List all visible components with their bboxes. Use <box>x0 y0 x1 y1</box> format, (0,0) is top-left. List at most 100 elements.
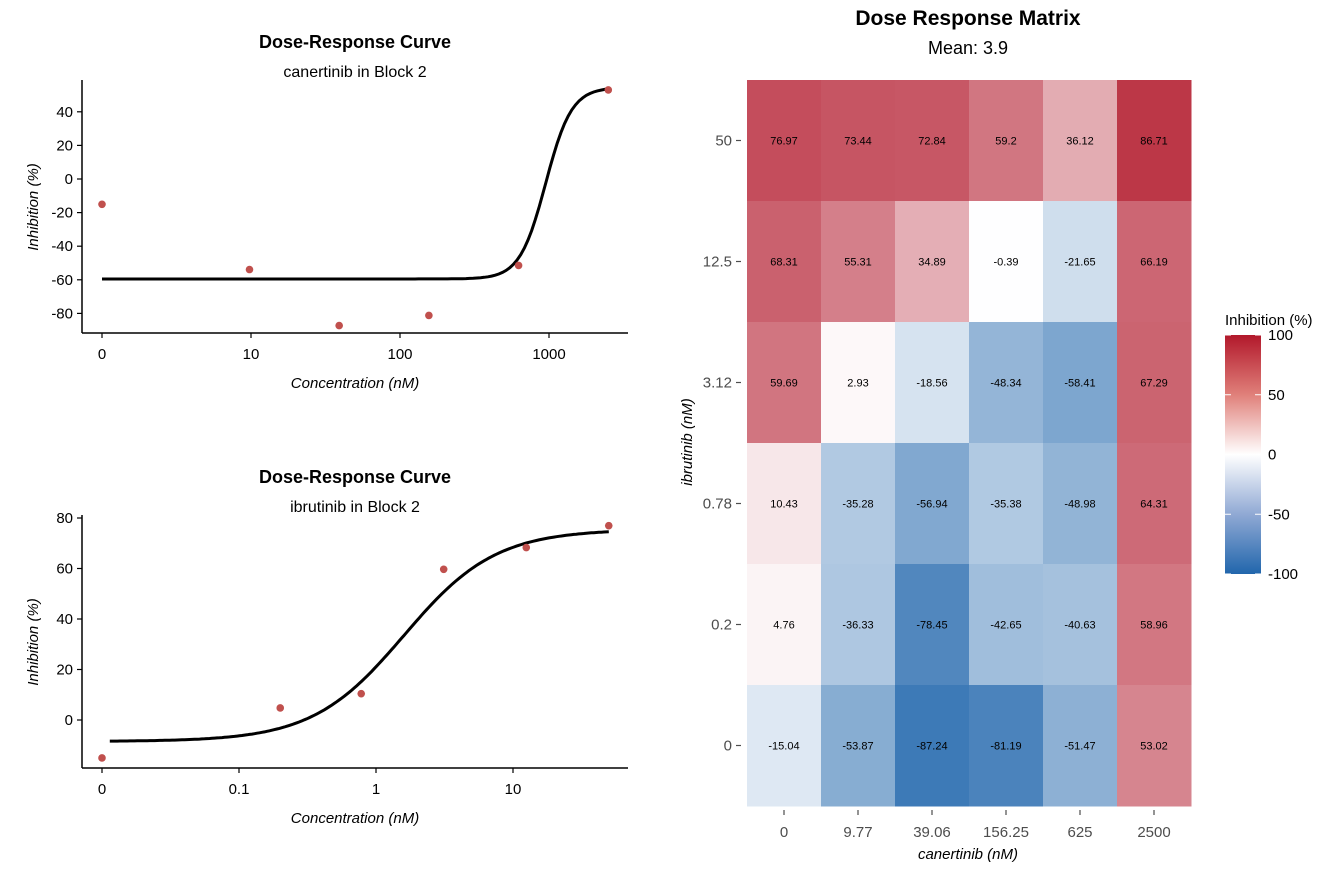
heatmap-cell-label: -51.47 <box>1064 741 1095 753</box>
heatmap-cell <box>821 685 896 807</box>
panel1-data-point <box>604 86 613 94</box>
heatmap-cell <box>747 685 822 807</box>
panel1-y-tick-label: -60 <box>51 272 73 289</box>
heatmap-cell-label: 73.44 <box>844 136 872 148</box>
heatmap-cell-label: -81.19 <box>990 741 1021 753</box>
heatmap-y-tick-label: 12.5 <box>703 254 732 271</box>
heatmap-cell-label: 53.02 <box>1140 741 1168 753</box>
heatmap-cell <box>895 443 970 565</box>
panel2-x-tick-label: 1 <box>372 781 380 798</box>
heatmap-cell <box>1117 201 1192 323</box>
panel1-x-axis-title: Concentration (nM) <box>291 375 419 392</box>
panel2-data-point <box>439 565 448 574</box>
legend-tick-label: 50 <box>1268 387 1285 404</box>
heatmap-cell <box>1043 443 1118 565</box>
heatmap-x-tick-label: 39.06 <box>913 824 951 841</box>
dose-response-matrix: Dose Response Matrix Mean: 3.9 76.97 73.4… <box>679 7 1192 863</box>
heatmap-cell-label: -35.38 <box>990 499 1021 511</box>
heatmap-x-tick-label: 156.25 <box>983 824 1029 841</box>
heatmap-cell-label: -48.98 <box>1064 499 1095 511</box>
heatmap-y-tick-label: 0.2 <box>711 617 732 634</box>
heatmap-cell-label: -78.45 <box>916 620 947 632</box>
heatmap-x-tick-label: 2500 <box>1137 824 1170 841</box>
panel2-y-tick-label: 20 <box>56 662 73 679</box>
dose-response-panel-ibrutinib: Dose-Response Curve ibrutinib in Block 2… <box>25 467 628 827</box>
panel2-x-tick-label: 10 <box>505 781 522 798</box>
heatmap-cell <box>969 80 1044 202</box>
heatmap-cell-label: 34.89 <box>918 257 946 269</box>
heatmap-cell-label: 55.31 <box>844 257 872 269</box>
heatmap-cell <box>821 322 896 444</box>
heatmap-x-tick-label: 9.77 <box>843 824 872 841</box>
heatmap-cell-label: 59.69 <box>770 378 798 390</box>
panel1-data-point <box>98 200 106 209</box>
colorbar-legend: Inhibition (%) 100 50 0 -50 -100 <box>1225 312 1313 583</box>
panel2-x-tick-label: 0 <box>98 781 106 798</box>
heatmap-cell-label: 67.29 <box>1140 378 1168 390</box>
heatmap-cell <box>969 322 1044 444</box>
panel1-y-tick-label: 0 <box>65 171 73 188</box>
heatmap-cell-label: -36.33 <box>842 620 873 632</box>
heatmap-x-tick-label: 0 <box>780 824 788 841</box>
heatmap-cell-label: 10.43 <box>770 499 798 511</box>
panel1-fit-curve <box>102 87 609 281</box>
heatmap-cell <box>969 201 1044 323</box>
panel2-y-tick-label: 40 <box>56 611 73 628</box>
heatmap-y-tick-label: 0 <box>724 738 732 755</box>
heatmap-cell <box>747 443 822 565</box>
panel1-y-axis-title: Inhibition (%) <box>25 163 42 251</box>
panel2-x-axis-title: Concentration (nM) <box>291 810 419 827</box>
heatmap-cell-label: -0.39 <box>993 257 1018 269</box>
panel1-data-point <box>514 261 523 270</box>
heatmap-title: Dose Response Matrix <box>855 7 1081 30</box>
heatmap-cell <box>1043 80 1118 202</box>
heatmap-cell <box>821 80 896 202</box>
panel2-data-point <box>604 521 613 530</box>
heatmap-cell-label: 59.2 <box>995 136 1016 148</box>
panel2-title: Dose-Response Curve <box>259 467 451 487</box>
panel2-data-point <box>522 543 531 552</box>
heatmap-cell-label: 58.96 <box>1140 620 1168 632</box>
heatmap-cell <box>821 201 896 323</box>
heatmap-cell <box>1117 443 1192 565</box>
panel2-y-tick-label: 0 <box>65 712 73 729</box>
heatmap-cell-label: 2.93 <box>847 378 868 390</box>
heatmap-cell-label: 76.97 <box>770 136 798 148</box>
panel1-data-point <box>245 265 254 274</box>
panel1-y-tick-label: -20 <box>51 205 73 222</box>
panel1-x-tick-label: 10 <box>243 346 260 363</box>
heatmap-cell-label: -42.65 <box>990 620 1021 632</box>
panel2-data-point <box>276 704 285 712</box>
heatmap-cell <box>747 564 822 686</box>
panel2-data-point <box>98 754 106 762</box>
heatmap-cell <box>1043 685 1118 807</box>
panel1-subtitle: canertinib in Block 2 <box>283 64 426 81</box>
panel1-x-tick-label: 0 <box>98 346 106 363</box>
panel2-subtitle: ibrutinib in Block 2 <box>290 499 420 516</box>
heatmap-cell-label: -40.63 <box>1064 620 1095 632</box>
panel2-x-tick-label: 0.1 <box>229 781 250 798</box>
legend-title: Inhibition (%) <box>1225 312 1313 329</box>
panel1-x-tick-label: 100 <box>387 346 412 363</box>
heatmap-y-tick-label: 50 <box>715 133 732 150</box>
panel1-y-tick-label: -40 <box>51 238 73 255</box>
heatmap-cell-label: -48.34 <box>990 378 1021 390</box>
heatmap-cell-label: 68.31 <box>770 257 798 269</box>
heatmap-cell <box>969 443 1044 565</box>
panel1-y-tick-label: 40 <box>56 104 73 121</box>
heatmap-cell-label: -56.94 <box>916 499 947 511</box>
heatmap-cell <box>747 322 822 444</box>
heatmap-cell <box>969 564 1044 686</box>
heatmap-y-tick-label: 0.78 <box>703 496 732 513</box>
heatmap-cell <box>895 564 970 686</box>
panel2-y-tick-label: 80 <box>56 510 73 527</box>
heatmap-cell-label: -21.65 <box>1064 257 1095 269</box>
heatmap-cell <box>1043 201 1118 323</box>
heatmap-cell-label: 4.76 <box>773 620 794 632</box>
heatmap-cell <box>895 322 970 444</box>
heatmap-cell <box>895 685 970 807</box>
legend-tick-label: -50 <box>1268 506 1290 523</box>
heatmap-y-axis-title: ibrutinib (nM) <box>679 398 696 486</box>
heatmap-cell <box>1117 685 1192 807</box>
